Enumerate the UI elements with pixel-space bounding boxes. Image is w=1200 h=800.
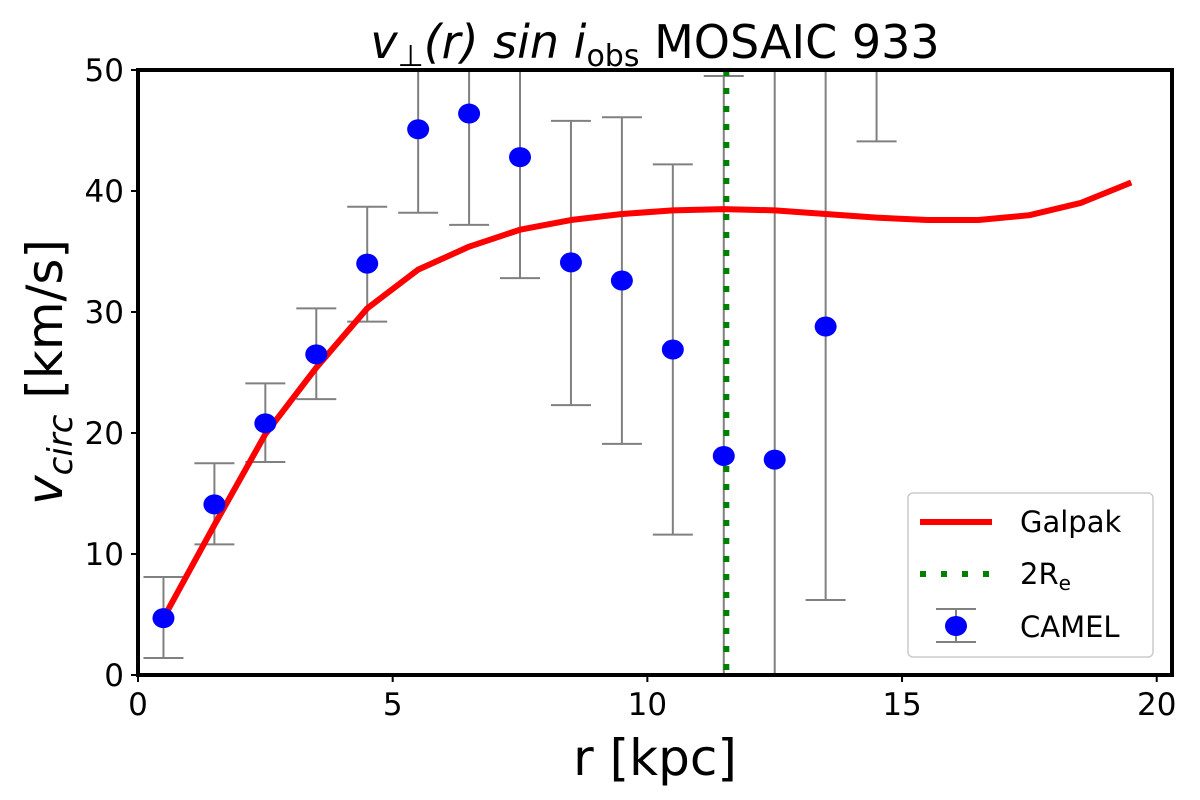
camel-errorbar <box>856 70 897 143</box>
x-tick-label: 5 <box>383 687 403 723</box>
y-axis-label: vcirc [km/s] <box>16 239 81 505</box>
chart-title: v⊥(r) sin iobs MOSAIC 933 <box>370 15 939 74</box>
legend-camel-swatch <box>936 608 976 643</box>
camel-errorbar <box>398 70 439 214</box>
camel-point <box>203 494 226 515</box>
x-tick-label: 10 <box>628 687 667 723</box>
camel-point <box>610 270 633 291</box>
x-tick-label: 20 <box>1137 687 1176 723</box>
camel-point <box>712 445 735 466</box>
x-axis-label: r [kpc] <box>573 729 737 787</box>
y-tick-label: 40 <box>85 174 124 210</box>
camel-point <box>814 316 837 337</box>
camel-point <box>356 253 379 274</box>
legend-2re-label: 2Re <box>1020 557 1071 595</box>
y-tick-label: 0 <box>104 658 124 694</box>
camel-point <box>305 344 328 365</box>
x-tick-label: 0 <box>128 687 148 723</box>
camel-point <box>152 608 175 629</box>
camel-point <box>407 119 430 140</box>
camel-point <box>661 339 684 360</box>
legend-galpak-label: Galpak <box>1020 505 1121 539</box>
plot-frame <box>136 68 1174 677</box>
x-tick-label: 15 <box>882 687 921 723</box>
camel-point <box>509 147 532 168</box>
camel-point <box>458 103 481 124</box>
legend: Galpak 2Re CAMEL <box>907 492 1154 658</box>
camel-errorbar <box>449 70 490 226</box>
camel-point <box>763 449 786 470</box>
y-tick-label: 10 <box>85 537 124 573</box>
y-tick-label: 30 <box>85 295 124 331</box>
camel-point <box>559 252 582 273</box>
camel-errorbar <box>500 70 541 280</box>
y-tick-label: 20 <box>85 416 124 452</box>
legend-camel-label: CAMEL <box>1020 610 1120 644</box>
y-tick-label: 50 <box>85 53 124 89</box>
camel-point <box>254 413 277 434</box>
